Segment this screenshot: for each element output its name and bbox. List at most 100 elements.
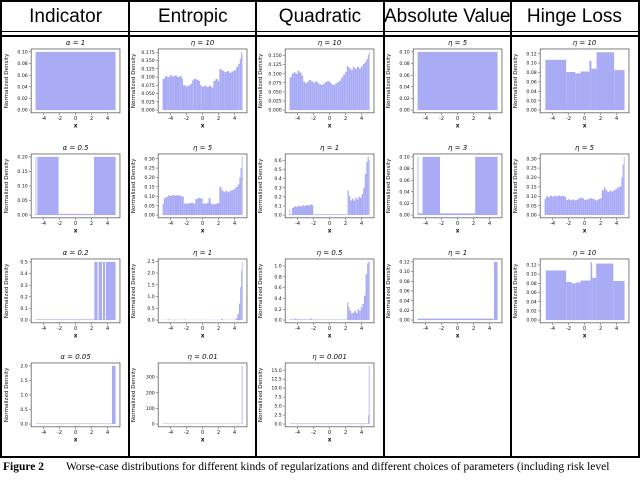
- svg-text:Normalized Density: Normalized Density: [259, 53, 265, 108]
- empty-cell: [384, 351, 511, 456]
- plot-absolute-value-eta-1: 0.00 0.02 0.04 0.06 0.08 0.10 0.12 -4 -2 0 2 4 η = 1…: [384, 247, 511, 352]
- svg-text:0.15: 0.15: [526, 184, 536, 190]
- svg-text:0.00: 0.00: [526, 108, 536, 114]
- svg-text:4: 4: [615, 116, 618, 122]
- svg-text:0: 0: [456, 116, 459, 122]
- plot-hinge-loss-eta-5: 0.00 0.05 0.10 0.15 0.20 0.25 0.30 -4 -2 0 2 4 η = 5…: [511, 142, 638, 247]
- svg-text:Normalized Density: Normalized Density: [513, 53, 519, 108]
- svg-text:1.0: 1.0: [20, 393, 27, 399]
- svg-text:4: 4: [233, 326, 236, 332]
- svg-text:2: 2: [90, 430, 93, 436]
- svg-text:0.08: 0.08: [17, 61, 27, 67]
- caption-label: Figure 2: [3, 461, 44, 473]
- svg-text:x: x: [74, 228, 78, 234]
- svg-text:10.0: 10.0: [272, 386, 282, 392]
- svg-text:0.6: 0.6: [275, 158, 282, 164]
- svg-text:-4: -4: [41, 430, 46, 436]
- svg-text:0.150: 0.150: [269, 53, 282, 59]
- svg-text:0.08: 0.08: [526, 280, 536, 286]
- svg-text:0.075: 0.075: [269, 80, 282, 86]
- svg-text:2: 2: [217, 326, 220, 332]
- svg-text:-4: -4: [550, 326, 555, 332]
- svg-text:0.15: 0.15: [145, 184, 155, 190]
- svg-text:0.6: 0.6: [275, 285, 282, 291]
- svg-text:-2: -2: [184, 116, 189, 122]
- svg-text:η = 0.01: η = 0.01: [188, 353, 218, 361]
- svg-text:η = 0.001: η = 0.001: [313, 353, 348, 361]
- column-divider: [382, 2, 385, 456]
- svg-text:0.05: 0.05: [526, 203, 536, 209]
- svg-text:0.25: 0.25: [145, 165, 155, 171]
- svg-text:4: 4: [233, 221, 236, 227]
- svg-text:0: 0: [583, 326, 586, 332]
- svg-text:4: 4: [360, 326, 363, 332]
- svg-text:0: 0: [201, 326, 204, 332]
- svg-text:η = 1: η = 1: [193, 248, 212, 256]
- figure-table: Indicator Entropic Quadratic Absolute Va…: [0, 0, 640, 458]
- svg-text:0.04: 0.04: [399, 84, 409, 90]
- svg-text:0.04: 0.04: [17, 84, 27, 90]
- svg-text:Normalized Density: Normalized Density: [259, 158, 265, 213]
- figure-caption: Figure 2 Worse-case distributions for dif…: [3, 461, 640, 473]
- svg-text:Normalized Density: Normalized Density: [131, 367, 137, 422]
- svg-text:η = 5: η = 5: [448, 39, 468, 47]
- svg-text:-4: -4: [168, 430, 173, 436]
- plot-grid: 0.00 0.02 0.04 0.06 0.08 0.10 -4 -2 0 2 4 α = 1 Norm…: [2, 35, 638, 456]
- svg-text:0.06: 0.06: [17, 73, 27, 79]
- svg-text:0.06: 0.06: [526, 79, 536, 85]
- plot-indicator-alpha-0-05: 0.0 0.5 1.0 1.5 2.0 -4 -2 0 2 4 α = 0.05 Normalized…: [2, 351, 129, 456]
- svg-text:200: 200: [146, 391, 155, 397]
- svg-text:0.00: 0.00: [399, 108, 409, 114]
- svg-text:4: 4: [360, 430, 363, 436]
- svg-text:x: x: [455, 228, 459, 234]
- svg-text:x: x: [582, 333, 586, 339]
- svg-text:2: 2: [599, 326, 602, 332]
- svg-text:-2: -2: [184, 430, 189, 436]
- svg-text:η = 5: η = 5: [193, 144, 213, 152]
- svg-text:-4: -4: [423, 326, 428, 332]
- svg-text:α = 0.05: α = 0.05: [60, 353, 91, 361]
- svg-text:0.000: 0.000: [269, 108, 282, 114]
- svg-text:0.02: 0.02: [399, 201, 409, 207]
- svg-text:-2: -2: [184, 221, 189, 227]
- svg-text:-2: -2: [566, 221, 571, 227]
- svg-text:0: 0: [201, 430, 204, 436]
- svg-text:η = 10: η = 10: [191, 39, 215, 47]
- svg-text:0.02: 0.02: [526, 308, 536, 314]
- svg-text:0.5: 0.5: [20, 259, 27, 265]
- svg-text:2: 2: [472, 326, 475, 332]
- svg-text:4: 4: [233, 116, 236, 122]
- svg-text:η = 5: η = 5: [575, 144, 595, 152]
- svg-text:-4: -4: [168, 326, 173, 332]
- svg-text:2: 2: [90, 221, 93, 227]
- svg-text:0.10: 0.10: [17, 49, 27, 55]
- svg-text:α = 0.2: α = 0.2: [63, 248, 89, 256]
- column-divider: [255, 2, 258, 456]
- plot-hinge-loss-eta-10-b: 0.00 0.02 0.04 0.06 0.08 0.10 0.12 -4 -2 0 2 4 η = 1…: [511, 247, 638, 352]
- svg-text:0.12: 0.12: [526, 51, 536, 57]
- svg-text:-2: -2: [311, 430, 316, 436]
- svg-text:-2: -2: [311, 326, 316, 332]
- svg-text:0.0: 0.0: [148, 317, 155, 323]
- svg-text:Normalized Density: Normalized Density: [386, 262, 392, 317]
- svg-text:x: x: [74, 123, 78, 129]
- svg-text:4: 4: [615, 326, 618, 332]
- svg-text:0: 0: [328, 221, 331, 227]
- svg-text:2: 2: [217, 116, 220, 122]
- svg-text:12.5: 12.5: [272, 377, 282, 383]
- svg-text:4: 4: [106, 116, 109, 122]
- svg-text:1.5: 1.5: [20, 378, 27, 384]
- svg-text:0.02: 0.02: [526, 98, 536, 104]
- column-divider: [128, 2, 131, 456]
- svg-text:0.00: 0.00: [145, 212, 155, 218]
- svg-text:x: x: [328, 438, 332, 444]
- svg-text:0.05: 0.05: [17, 198, 27, 204]
- svg-text:5.0: 5.0: [275, 404, 282, 410]
- plot-quadratic-eta-0-5: 0.0 0.2 0.4 0.6 0.8 1.0 -4 -2 0 2 4 η = 0.5 Normaliz…: [256, 247, 383, 352]
- svg-text:0.050: 0.050: [142, 91, 155, 97]
- svg-text:0.00: 0.00: [399, 212, 409, 218]
- svg-text:0.125: 0.125: [269, 62, 282, 68]
- svg-text:0.5: 0.5: [275, 167, 282, 173]
- svg-text:-4: -4: [295, 116, 300, 122]
- column-divider: [509, 2, 512, 456]
